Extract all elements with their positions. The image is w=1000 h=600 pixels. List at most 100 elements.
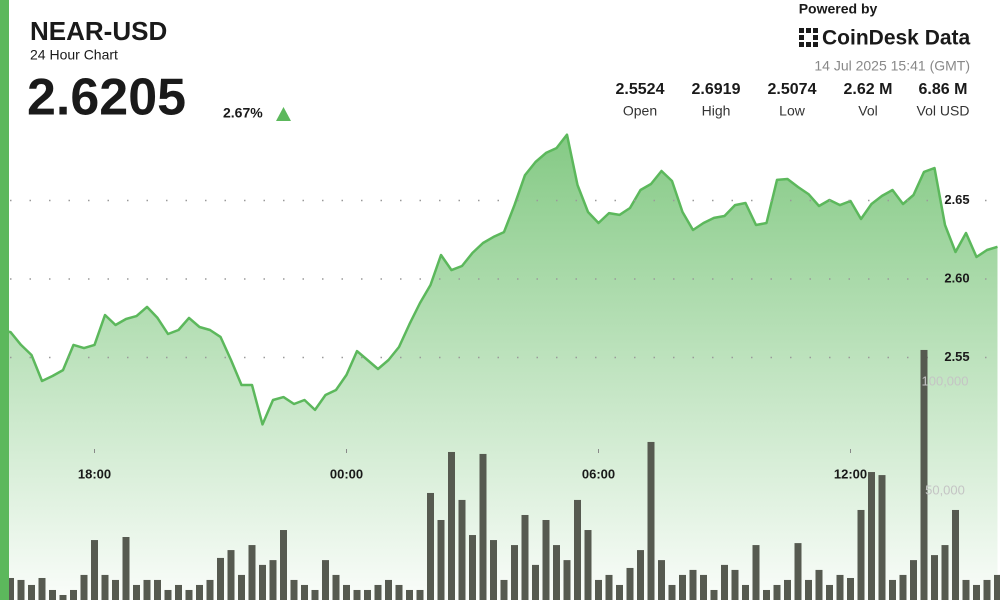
volume-bar <box>563 560 571 600</box>
stat-label: Vol USD <box>917 103 970 119</box>
volume-bar <box>133 584 140 600</box>
volume-bar <box>196 584 203 600</box>
volume-bar <box>59 594 67 600</box>
x-tick-label: 00:00 <box>330 466 363 481</box>
volume-bar <box>794 543 802 600</box>
volume-bar <box>479 453 487 600</box>
price-area <box>0 134 998 600</box>
volume-bar <box>269 560 277 600</box>
volume-bar <box>532 564 539 600</box>
volume-bar <box>899 574 907 600</box>
volume-bar <box>763 589 770 600</box>
y2-tick-label: 100,000 <box>922 373 969 388</box>
price: 2.6205 <box>27 69 186 127</box>
volume-bar <box>595 579 602 600</box>
volume-bar <box>868 472 875 600</box>
volume-bar <box>668 584 676 600</box>
volume-bar <box>238 574 245 600</box>
volume-bar <box>206 579 214 600</box>
volume-bar <box>227 550 235 600</box>
volume-bar <box>605 574 613 600</box>
volume-bar <box>311 589 319 600</box>
x-tick-label: 12:00 <box>834 466 867 481</box>
y-tick-label: 2.55 <box>944 349 969 364</box>
volume-bar <box>17 579 25 600</box>
y2-tick-label: 50,000 <box>925 482 965 497</box>
volume-bar <box>857 509 865 600</box>
stat-label: Vol <box>858 103 877 119</box>
volume-bar <box>542 519 550 600</box>
price-line <box>0 133 998 426</box>
stat-label: Low <box>779 103 806 119</box>
volume-bar <box>290 579 298 600</box>
volume-bar <box>154 579 161 600</box>
volume-bar <box>217 557 224 600</box>
stat-label: High <box>702 103 731 119</box>
brand: CoinDesk Data <box>822 27 971 50</box>
volume-bar <box>101 574 109 600</box>
volume-bar <box>647 441 655 600</box>
accent-bar <box>0 0 9 600</box>
volume-bar <box>416 589 424 600</box>
volume-bar <box>983 579 991 600</box>
volume-bar <box>752 545 760 600</box>
volume-bar <box>185 589 193 600</box>
volume-bar <box>259 564 266 600</box>
volume-bar <box>301 584 308 600</box>
volume-bar <box>689 569 697 600</box>
up-arrow <box>276 107 291 121</box>
volume-bar <box>28 584 35 600</box>
volume-bar <box>721 564 728 600</box>
volume-bar <box>7 577 14 600</box>
volume-bar <box>962 579 970 600</box>
volume-bar <box>343 584 350 600</box>
volume-bar <box>826 584 833 600</box>
volume-bar <box>385 579 392 600</box>
volume-bar <box>973 584 980 600</box>
volume-bar <box>332 574 340 600</box>
volume-bar <box>616 584 623 600</box>
volume-bar <box>710 589 718 600</box>
volume-bar <box>406 589 413 600</box>
volume-bar <box>521 514 529 600</box>
x-tick-label: 06:00 <box>582 466 615 481</box>
powered-by: Powered by <box>799 1 878 17</box>
volume-bar <box>952 509 959 600</box>
stat-value: 2.5074 <box>768 81 817 98</box>
volume-bar <box>469 535 476 600</box>
timestamp: 14 Jul 2025 15:41 (GMT) <box>814 58 970 74</box>
volume-bar <box>364 589 371 600</box>
brand-icon <box>799 28 818 47</box>
plot: 50,000 100,000 2.55 2.60 2.65 18:00 00:00 06:00… <box>0 133 1000 600</box>
stats: 2.5524 Open 2.6919 High 2.5074 Low 2.62 M Vol 6.… <box>616 81 970 118</box>
volume-bar <box>742 584 749 600</box>
volume-bar <box>626 567 634 600</box>
y-tick-label: 2.65 <box>944 192 969 207</box>
volume-bar <box>574 499 581 600</box>
x-tick-label: 18:00 <box>78 466 111 481</box>
volume-bar <box>815 569 823 600</box>
chart-subtitle: 24 Hour Chart <box>30 47 118 63</box>
change: 2.67% <box>223 105 263 121</box>
volume-bar <box>490 540 497 600</box>
stat-value: 2.62 M <box>844 81 893 98</box>
volume-bar <box>805 579 812 600</box>
volume-bar <box>784 579 791 600</box>
volume-bar <box>437 519 445 600</box>
volume-bar <box>994 574 1000 600</box>
volume-bar <box>70 589 77 600</box>
volume-bar <box>280 530 287 600</box>
volume-bar <box>448 451 455 600</box>
volume-bar <box>427 492 434 600</box>
stat-label: Open <box>623 103 657 119</box>
volume-bar <box>920 349 928 600</box>
volume-bar <box>395 584 403 600</box>
volume-bar <box>164 589 172 600</box>
volume-bar <box>500 579 508 600</box>
volume-bar <box>731 569 739 600</box>
volume-bar <box>773 584 781 600</box>
stat-value: 2.5524 <box>616 81 665 98</box>
volume-bar <box>553 545 560 600</box>
